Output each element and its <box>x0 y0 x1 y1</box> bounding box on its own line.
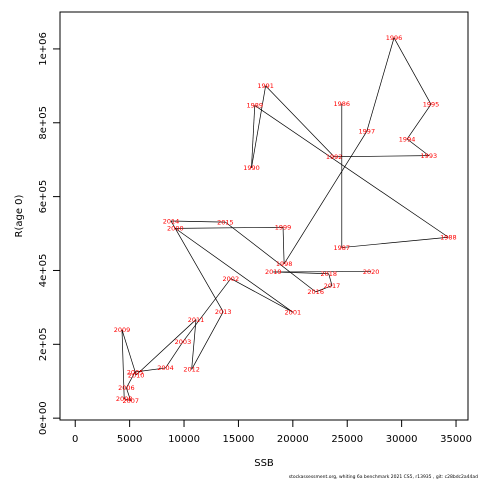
point-label-1987: 1987 <box>334 244 351 252</box>
point-label-1990: 1990 <box>243 164 260 172</box>
point-label-2004: 2004 <box>157 364 174 372</box>
point-label-2001: 2001 <box>285 308 302 316</box>
trajectory-segment-1991-1992 <box>265 85 335 157</box>
point-label-1995: 1995 <box>423 101 440 109</box>
point-label-1994: 1994 <box>399 135 416 143</box>
point-label-2002: 2002 <box>223 275 240 283</box>
trajectory-segment-1998-1999 <box>282 227 285 264</box>
point-label-2000: 2000 <box>167 225 184 233</box>
trajectory-segment-1999-2000 <box>175 226 284 229</box>
trajectory-segment-1989-1990 <box>251 105 256 168</box>
point-label-2005: 2005 <box>127 368 144 376</box>
point-label-1999: 1999 <box>275 224 292 232</box>
point-label-2008: 2008 <box>116 395 133 403</box>
point-label-2009: 2009 <box>114 326 131 334</box>
trajectory-lines <box>121 37 449 402</box>
x-tick-label-4: 20000 <box>277 434 309 445</box>
point-label-2016: 2016 <box>307 288 324 296</box>
trajectory-segment-2000-2001 <box>175 228 294 313</box>
y-tick-label-5: 1e+06 <box>38 32 49 66</box>
x-tick-label-7: 35000 <box>440 434 472 445</box>
point-label-1996: 1996 <box>386 34 403 42</box>
point-label-1992: 1992 <box>326 153 343 161</box>
trajectory-segment-2005-2006 <box>126 371 136 389</box>
point-label-2013: 2013 <box>215 308 232 316</box>
trajectory-segment-2007-2008 <box>124 398 131 402</box>
x-tick-label-6: 30000 <box>386 434 418 445</box>
point-label-1993: 1993 <box>421 152 438 160</box>
trajectory-segment-1990-1991 <box>251 85 266 168</box>
trajectory-segment-2006-2007 <box>126 387 132 401</box>
trajectory-segment-2002-2003 <box>182 278 232 342</box>
trajectory-segment-2013-2014 <box>170 220 224 312</box>
trajectory-segment-2011-2012 <box>191 319 197 370</box>
point-label-2012: 2012 <box>183 366 200 374</box>
trajectory-segment-1988-1989 <box>254 105 449 238</box>
point-labels: 1986 1987 1988 1989 1990 1991 1992 1993 1994 1995… <box>114 34 457 405</box>
y-tick-label-1: 2e+05 <box>38 327 49 361</box>
footer-text: stockassessment.org, whiting 6a benchmar… <box>289 474 478 480</box>
y-tick-label-3: 6e+05 <box>38 180 49 214</box>
point-label-2007: 2007 <box>122 397 139 405</box>
x-axis-title: SSB <box>254 458 274 469</box>
point-label-2015: 2015 <box>217 218 234 226</box>
point-label-1998: 1998 <box>276 260 293 268</box>
x-tick-label-3: 15000 <box>223 434 255 445</box>
point-label-1988: 1988 <box>440 234 457 242</box>
x-tick-label-5: 25000 <box>331 434 363 445</box>
x-tick-label-1: 5000 <box>117 434 142 445</box>
y-tick-label-4: 8e+05 <box>38 106 49 140</box>
point-label-2019: 2019 <box>265 268 282 276</box>
trajectory-segment-1993-1994 <box>406 138 430 156</box>
point-label-1997: 1997 <box>359 128 376 136</box>
trajectory-segment-2001-2002 <box>230 278 293 313</box>
trajectory-segment-1995-1996 <box>393 37 432 105</box>
point-label-2006: 2006 <box>118 384 135 392</box>
trajectory-segment-2009-2010 <box>121 329 137 376</box>
point-label-2014: 2014 <box>163 217 180 225</box>
trajectory-segment-2008-2009 <box>121 329 125 399</box>
y-tick-label-0: 0e+00 <box>38 401 49 435</box>
point-label-2003: 2003 <box>175 338 192 346</box>
y-tick-label-2: 4e+05 <box>38 254 49 288</box>
y-axis-title: R(age 0) <box>14 194 25 237</box>
trajectory-segment-1987-1988 <box>341 236 449 248</box>
trajectory-segment-2017-2018 <box>328 273 333 286</box>
trajectory-segment-1992-1993 <box>334 155 429 158</box>
trajectory-segment-2016-2017 <box>315 285 333 293</box>
plot-frame <box>59 11 469 421</box>
point-label-2020: 2020 <box>363 268 380 276</box>
point-label-2011: 2011 <box>188 316 205 324</box>
trajectory-segment-2014-2015 <box>170 220 226 223</box>
x-tick-label-0: 0 <box>72 434 78 445</box>
point-label-2010: 2010 <box>128 371 145 379</box>
point-label-2017: 2017 <box>324 282 341 290</box>
point-label-1986: 1986 <box>334 100 351 108</box>
trajectory-segment-2003-2004 <box>165 341 184 369</box>
point-label-2018: 2018 <box>320 270 337 278</box>
x-tick-label-2: 10000 <box>168 434 200 445</box>
trajectory-segment-2010-2011 <box>135 319 197 376</box>
trajectory-segment-2015-2016 <box>225 221 316 293</box>
trajectory-segment-1997-1998 <box>283 131 368 265</box>
point-label-1989: 1989 <box>246 102 263 110</box>
point-label-1991: 1991 <box>257 82 274 90</box>
trajectory-segment-2012-2013 <box>191 311 224 370</box>
trajectory-segment-1996-1997 <box>366 37 395 132</box>
trajectory-segment-1994-1995 <box>406 104 432 140</box>
